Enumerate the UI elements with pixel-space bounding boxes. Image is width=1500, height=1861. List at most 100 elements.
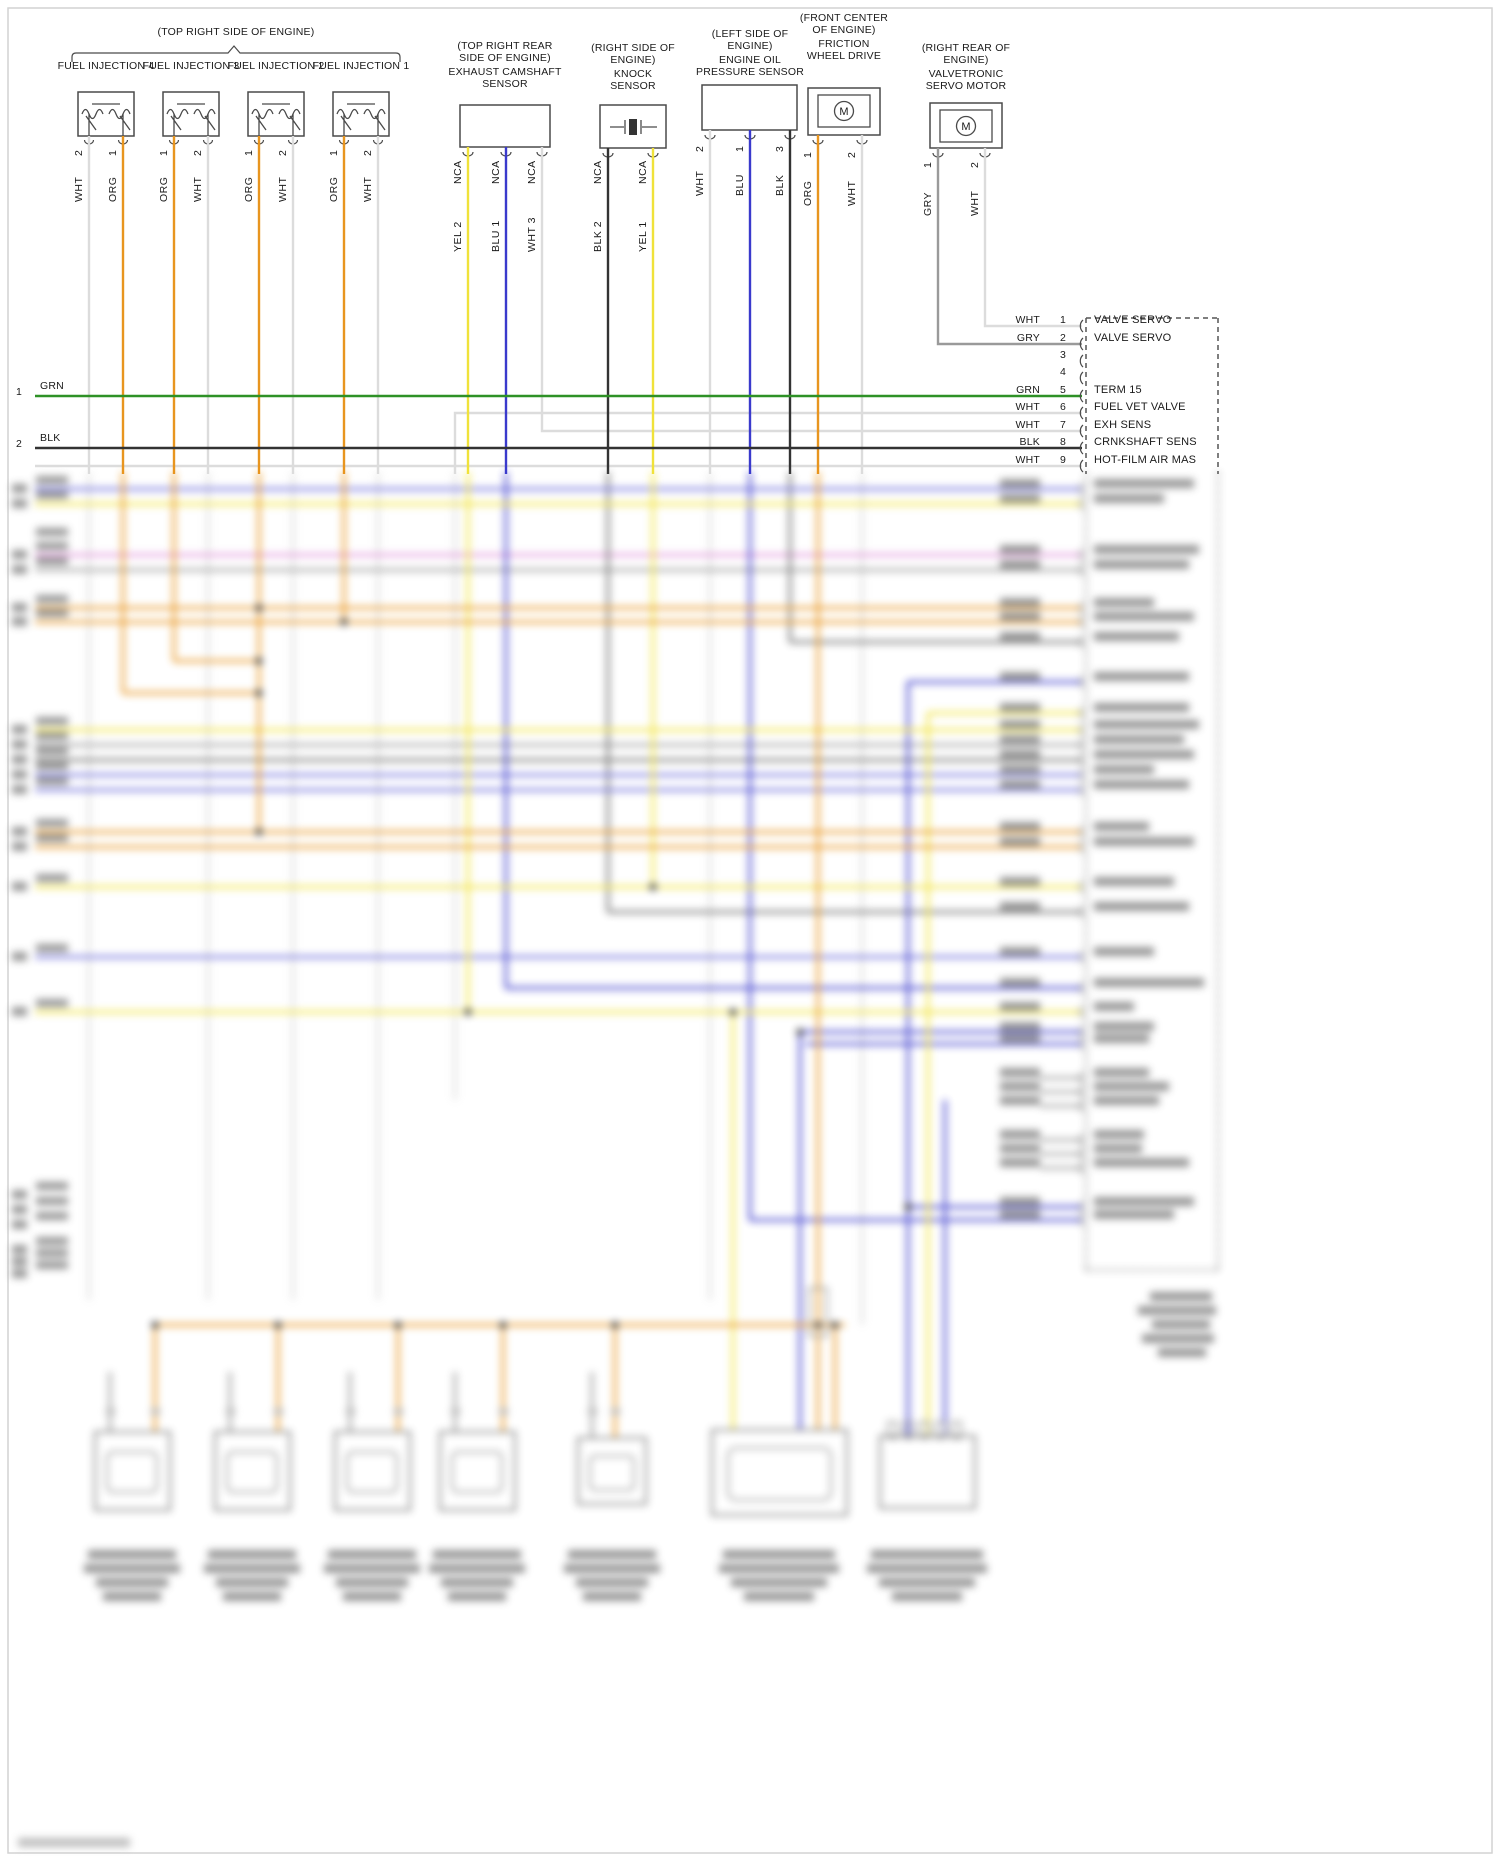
pin-number: 2 [969, 161, 981, 168]
wire-color-label: ORG [243, 176, 255, 202]
connector-row-wire-color: GRN [1016, 384, 1040, 396]
connector-row-label: CRNKSHAFT SENS [1094, 436, 1197, 448]
pin-number: 1 [107, 149, 119, 156]
blurred-lower-region [0, 472, 1500, 1861]
oil-sensor-location: (LEFT SIDE OF ENGINE) [711, 28, 789, 52]
connector-row-wire-color: BLK [1019, 436, 1040, 448]
left-wire-1-number: 1 [16, 386, 23, 398]
wire-yel-group [35, 472, 1082, 1448]
pin-number: 2 [846, 151, 858, 158]
wire-gry-valvetronic [936, 148, 1082, 346]
pin-number: 2 [73, 149, 85, 156]
pin-number: 2 [362, 149, 374, 156]
pin-nca-label: NCA [526, 160, 538, 184]
pin-nca-label: NCA [490, 160, 502, 184]
junction-dots [151, 604, 912, 1329]
connector-row-label: HOT-FILM AIR MAS [1094, 454, 1197, 466]
connector-pin-brackets [1079, 319, 1084, 473]
dme-connector [1079, 317, 1219, 474]
wire-color-label: ORG [158, 176, 170, 202]
blurred-connector-row-labels [1094, 479, 1204, 1219]
wire-color-label: YEL 2 [452, 221, 464, 252]
connector-row-wire-color: WHT [1015, 419, 1040, 431]
connector-pin-brackets-lower [1079, 482, 1084, 1227]
wire-wht-group [87, 472, 864, 1325]
friction-wheel-name: FRICTION WHEEL DRIVE [806, 38, 882, 62]
wire-color-label: ORG [328, 176, 340, 202]
blurred-left-row-numbers [12, 484, 27, 1278]
fuel-injector-4-symbol [77, 91, 135, 145]
page-frame [7, 7, 1493, 1854]
wire-color-label: WHT [969, 190, 981, 216]
connector-row-label: EXH SENS [1094, 419, 1152, 431]
wires-sharp [35, 130, 1082, 474]
connector-row-pin: 4 [1059, 366, 1066, 378]
motor-letter: M [839, 106, 848, 118]
wire-color-label: GRY [922, 191, 934, 216]
connector-row-label: VALVE SERVO [1094, 314, 1172, 326]
injector-3-label: FUEL INJECTION 3 [142, 60, 240, 72]
pin-number: 2 [277, 149, 289, 156]
blurred-wire-color-labels [1000, 479, 1040, 1219]
connector-row-pin: 7 [1059, 419, 1066, 431]
connector-row-pin: 8 [1059, 436, 1066, 448]
friction-wheel-location: (FRONT CENTER OF ENGINE) [799, 12, 889, 36]
wire-org-group [35, 472, 1082, 1438]
valvetronic-name: VALVETRONIC SERVO MOTOR [925, 68, 1007, 92]
connector-row-pin: 9 [1059, 454, 1066, 466]
wire-color-label: BLU 1 [490, 220, 502, 252]
friction-wheel-drive-symbol: M [807, 87, 881, 145]
wire-color-label: YEL 1 [637, 221, 649, 252]
wire-wht-fuel-vet-valve [453, 411, 1082, 474]
connector-row-pin: 2 [1059, 332, 1066, 344]
injector-1-label: FUEL INJECTION 1 [312, 60, 410, 72]
pin-nca-label: NCA [452, 160, 464, 184]
pin-number: 1 [158, 149, 170, 156]
wire-gry-group [35, 568, 1082, 1438]
wire-color-label: BLU [734, 174, 746, 196]
pin-number: 1 [243, 149, 255, 156]
connector-row-pin: 5 [1059, 384, 1066, 396]
fuel-injector-1-symbol [332, 91, 390, 145]
pin-nca-label: NCA [592, 160, 604, 184]
injector-4-label: FUEL INJECTION 4 [57, 60, 155, 72]
injector-group-brace [71, 45, 401, 62]
injector-2-label: FUEL INJECTION 2 [227, 60, 325, 72]
oil-pressure-sensor-symbol [701, 84, 798, 140]
connector-row-pin: 3 [1059, 349, 1066, 361]
connector-row-pin: 1 [1059, 314, 1066, 326]
valvetronic-servo-motor-symbol: M [929, 102, 1003, 158]
motor-letter: M [961, 121, 970, 133]
knock-sensor-location: (RIGHT SIDE OF ENGINE) [591, 42, 675, 66]
wires-blurred [35, 472, 1082, 1448]
valvetronic-location: (RIGHT REAR OF ENGINE) [921, 42, 1011, 66]
exhaust-camshaft-sensor-symbol [459, 104, 551, 157]
blurred-bottom-captions [84, 1550, 987, 1601]
oil-sensor-name: ENGINE OIL PRESSURE SENSOR [695, 54, 805, 78]
wire-color-label: WHT [277, 176, 289, 202]
fuel-injector-3-symbol [162, 91, 220, 145]
connector-dashed-border-lower [1085, 472, 1219, 1271]
connector-row-label: VALVE SERVO [1094, 332, 1172, 344]
pin-nca-label: NCA [637, 160, 649, 184]
connector-row-wire-color: WHT [1015, 401, 1040, 413]
camshaft-sensor-location: (TOP RIGHT REAR SIDE OF ENGINE) [457, 40, 553, 64]
blurred-bottom-pin-numbers [106, 1408, 620, 1415]
pin-number: 1 [802, 151, 814, 158]
wire-color-label: WHT [192, 176, 204, 202]
blurred-graphics [12, 472, 1219, 1847]
blurred-copyright [18, 1838, 130, 1847]
pin-number: 1 [922, 161, 934, 168]
wire-blu-light-group [35, 487, 1082, 959]
wire-wht-valvetronic [983, 148, 1082, 328]
wire-color-label: WHT [73, 176, 85, 202]
connector-row-label: TERM 15 [1094, 384, 1142, 396]
wire-color-label: ORG [107, 176, 119, 202]
connector-row-label: FUEL VET VALVE [1094, 401, 1186, 413]
wire-color-label: WHT [694, 170, 706, 196]
camshaft-sensor-name: EXHAUST CAMSHAFT SENSOR [448, 66, 562, 90]
knock-sensor-symbol [599, 104, 667, 158]
wire-color-label: WHT 3 [526, 217, 538, 252]
